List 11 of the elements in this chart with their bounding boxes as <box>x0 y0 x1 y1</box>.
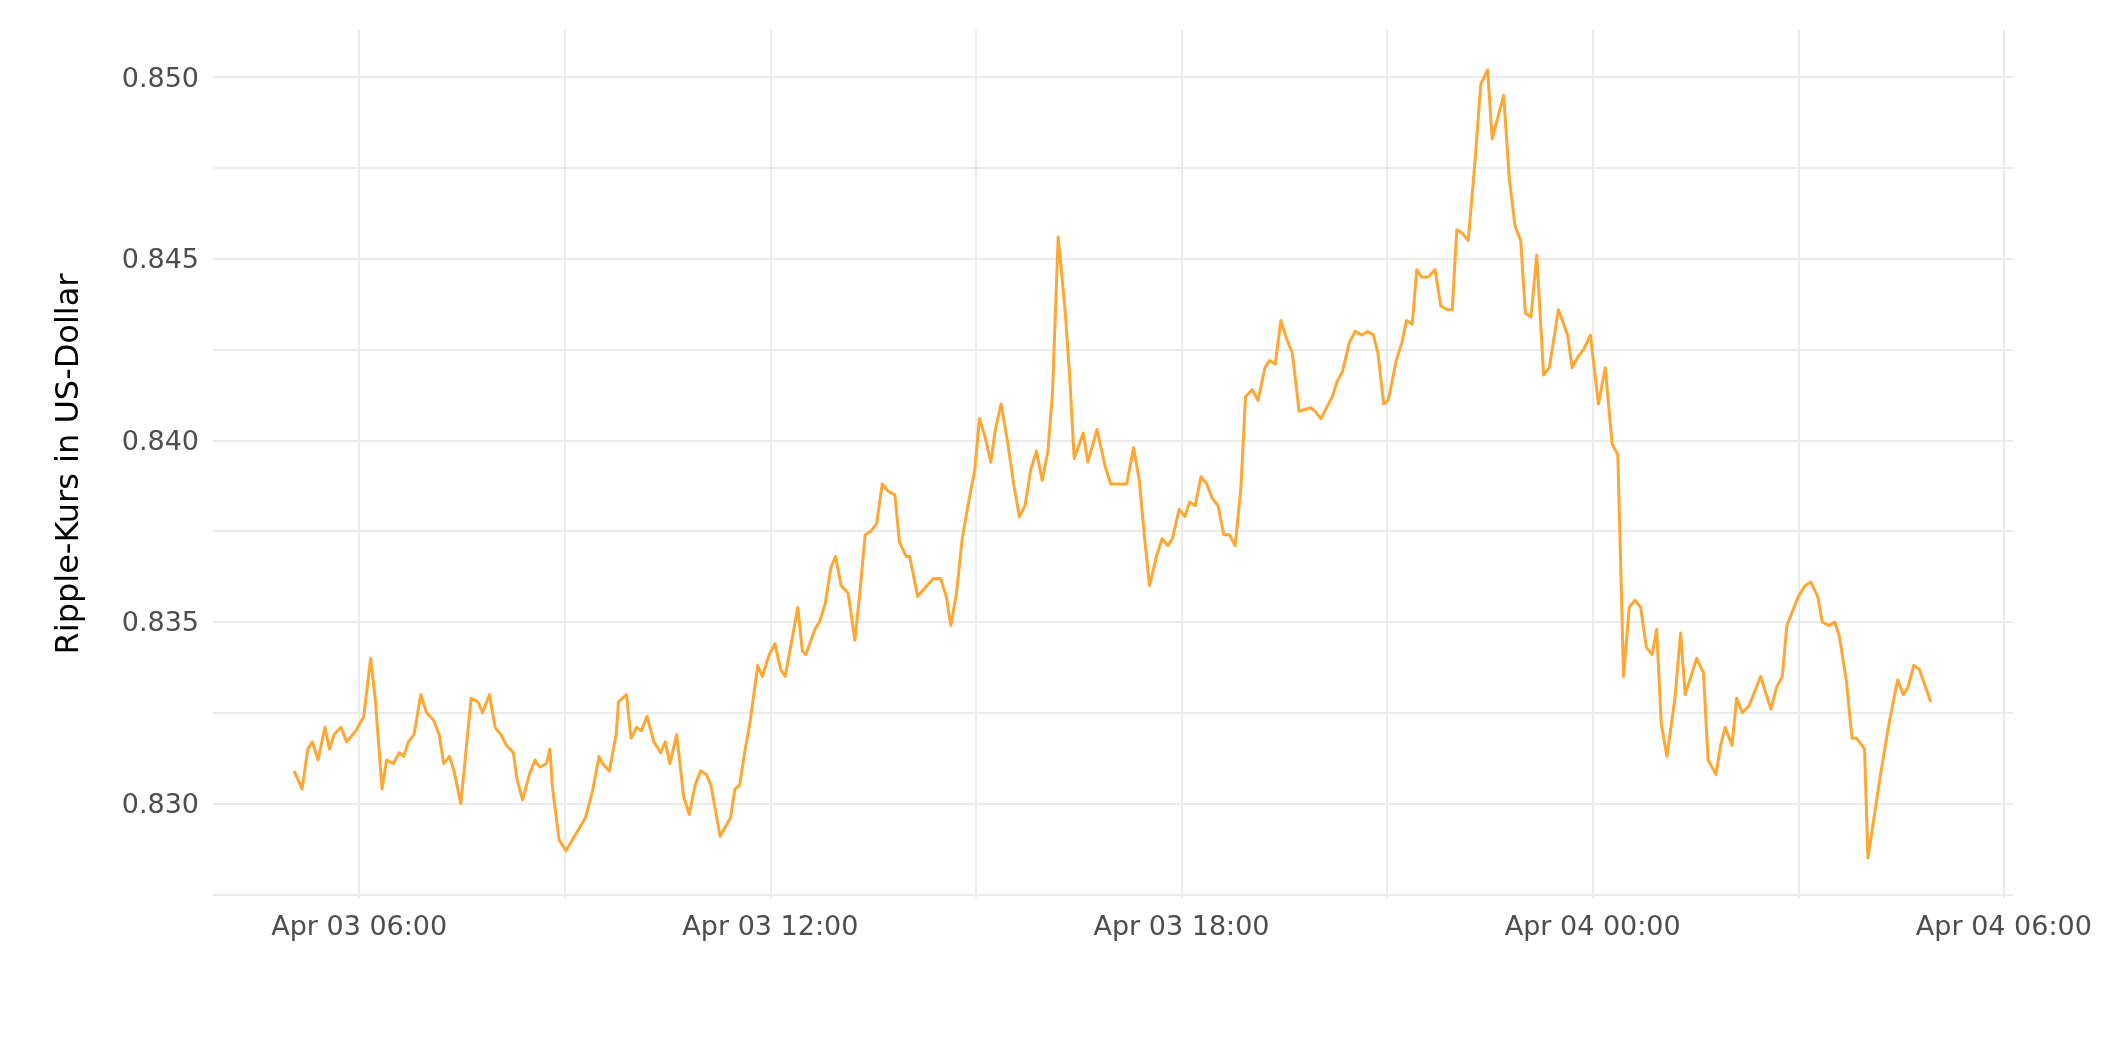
x-tick-label: Apr 04 06:00 <box>1915 910 2092 941</box>
x-tick-label: Apr 04 00:00 <box>1504 910 1681 941</box>
x-tick-label: Apr 03 12:00 <box>682 910 859 941</box>
y-tick-label: 0.840 <box>121 424 199 456</box>
x-tick-label: Apr 03 18:00 <box>1093 910 1270 941</box>
y-tick-label: 0.850 <box>121 61 199 93</box>
y-tick-label: 0.845 <box>121 243 199 275</box>
y-tick-label: 0.835 <box>121 606 199 638</box>
y-axis-title: Ripple-Kurs in US-Dollar <box>48 272 86 655</box>
x-tick-label: Apr 03 06:00 <box>271 910 448 941</box>
y-tick-label: 0.830 <box>121 788 199 820</box>
